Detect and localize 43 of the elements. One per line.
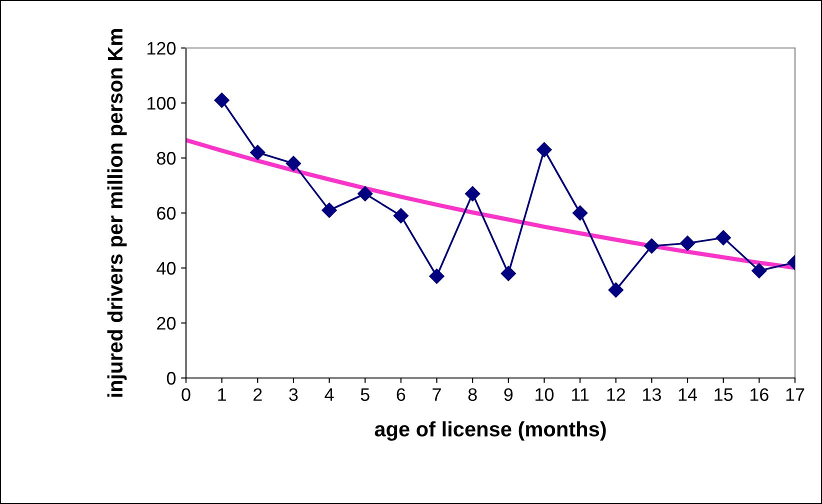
y-tick-label: 80	[156, 152, 176, 165]
y-tick-label: 0	[166, 372, 176, 385]
x-tick-label: 11	[572, 388, 589, 401]
point	[608, 282, 624, 298]
point	[393, 208, 409, 224]
x-tick-label: 13	[643, 388, 661, 401]
x-tick-label: 3	[289, 388, 298, 401]
y-axis-title: injured drivers per million person Km	[107, 29, 127, 397]
point	[536, 142, 552, 158]
point	[322, 202, 337, 218]
point	[429, 268, 444, 284]
point	[358, 186, 373, 202]
x-tick-label: 8	[468, 388, 477, 401]
point	[572, 205, 588, 221]
x-tick-label: 15	[714, 388, 733, 401]
point	[716, 230, 731, 246]
x-tick-label: 6	[396, 388, 406, 401]
x-tick-label: 12	[607, 388, 626, 401]
point	[286, 156, 302, 172]
y-tick-label: 20	[157, 316, 176, 330]
point	[680, 236, 696, 251]
y-tick-label: 100	[148, 96, 176, 110]
point	[500, 266, 516, 282]
x-tick-label: 10	[536, 388, 554, 401]
point	[214, 92, 230, 108]
x-tick-label: 0	[182, 388, 190, 401]
point	[752, 263, 767, 278]
x-tick-label: 9	[504, 388, 513, 401]
point	[644, 238, 660, 254]
x-tick-label: 5	[360, 388, 370, 401]
x-axis-title: age of license (months)	[374, 421, 606, 441]
x-tick-label: 4	[324, 388, 334, 401]
x-tick-label: 2	[254, 388, 262, 401]
point	[250, 144, 266, 160]
x-tick-label: 7	[432, 388, 441, 401]
y-tick-label: 40	[156, 262, 176, 275]
x-tick-label: 16	[750, 388, 768, 401]
y-tick-label: 120	[148, 42, 176, 55]
x-tick-label: 1	[218, 388, 226, 401]
x-tick-label: 14	[678, 388, 698, 401]
y-tick-label: 60	[157, 206, 176, 220]
x-tick-label: 17	[786, 388, 804, 401]
point	[465, 186, 480, 202]
